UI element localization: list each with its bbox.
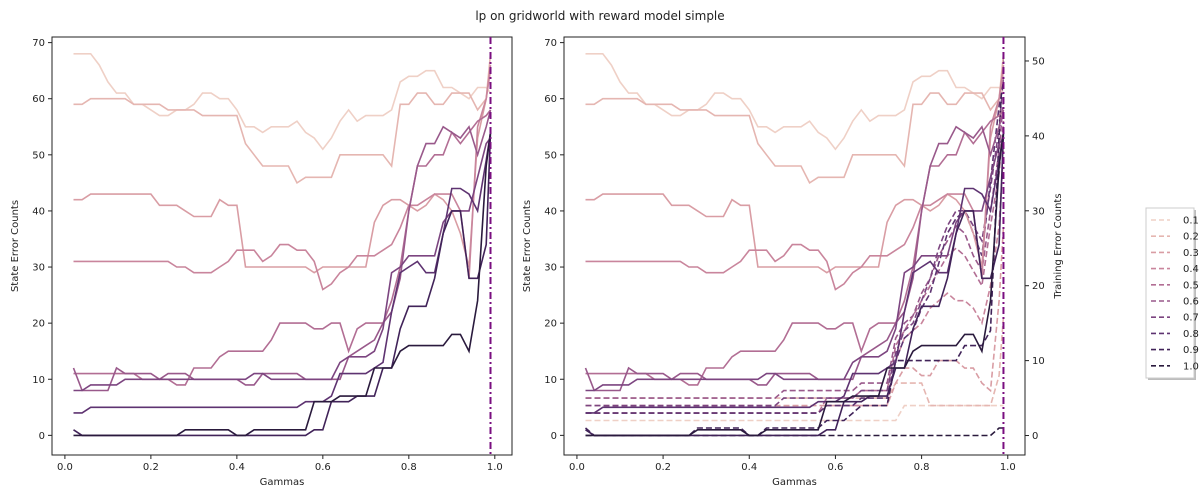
y-tick-label: 40 xyxy=(32,206,45,217)
y-axis-label: State Error Counts xyxy=(522,200,533,292)
legend: 0.1 0.2 0.3 0.4 0.5 0.6 0.7 0.8 0.9 1.0 xyxy=(1145,207,1199,380)
legend-label: 0.2 xyxy=(1183,232,1199,243)
plot-frame xyxy=(51,36,513,456)
y-tick-label: 20 xyxy=(32,319,45,330)
x-tick-label: 0.4 xyxy=(741,462,757,473)
x-tick-label: 0.6 xyxy=(827,462,843,473)
training-series-line xyxy=(585,315,1005,407)
x-tick-label: 1.0 xyxy=(1000,462,1016,473)
y-tick-label: 50 xyxy=(32,150,45,161)
x-axis-label: Gammas xyxy=(260,477,305,488)
y2-tick-label: 20 xyxy=(1032,281,1045,292)
x-tick-label: 0.8 xyxy=(401,462,417,473)
y2-tick-label: 50 xyxy=(1032,56,1045,67)
legend-label: 0.8 xyxy=(1183,329,1199,340)
legend-label: 0.9 xyxy=(1183,345,1199,356)
x-tick-label: 0.0 xyxy=(57,462,73,473)
y2-tick-label: 40 xyxy=(1032,131,1045,142)
training-series-line xyxy=(585,75,1005,407)
y-tick-label: 30 xyxy=(544,263,557,274)
y-tick-label: 20 xyxy=(544,319,557,330)
y2-tick-label: 30 xyxy=(1032,206,1045,217)
x-axis-label: Gammas xyxy=(772,477,817,488)
plot-frame xyxy=(563,36,1026,456)
right-panel: 0.0 0.2 0.4 0.6 0.8 1.0 0 10 20 30 40 50 60 70 Gammas S… xyxy=(522,36,1064,488)
y-tick-label: 70 xyxy=(32,38,45,49)
state-series-line xyxy=(73,109,492,386)
legend-label: 0.4 xyxy=(1183,264,1199,275)
legend-label: 0.7 xyxy=(1183,313,1199,324)
state-series-line xyxy=(584,109,1005,392)
state-series-line xyxy=(73,137,492,392)
state-series-line xyxy=(585,52,1005,151)
x-tick-label: 0.2 xyxy=(143,462,159,473)
y-tick-label: 50 xyxy=(544,150,557,161)
state-series-line xyxy=(73,52,492,151)
state-series-line xyxy=(73,53,492,185)
y-tick-label: 60 xyxy=(32,94,45,105)
state-series-line xyxy=(73,70,492,274)
figure-title: lp on gridworld with reward model simple xyxy=(475,9,724,23)
state-series-line xyxy=(73,64,492,291)
left-panel: 0.0 0.2 0.4 0.6 0.8 1.0 0 10 20 30 40 50 60 70 Gammas S… xyxy=(10,36,513,488)
legend-label: 1.0 xyxy=(1183,361,1199,372)
state-series-line xyxy=(585,64,1005,291)
y-tick-label: 30 xyxy=(32,263,45,274)
plot-area xyxy=(584,52,1005,437)
state-series-line xyxy=(585,137,1005,392)
state-series-line xyxy=(585,53,1005,185)
state-series-line xyxy=(585,132,1005,437)
y-tick-label: 0 xyxy=(39,431,45,442)
x-tick-label: 0.4 xyxy=(229,462,245,473)
y-tick-label: 70 xyxy=(544,38,557,49)
legend-label: 0.5 xyxy=(1183,280,1199,291)
y-tick-label: 10 xyxy=(32,375,45,386)
legend-label: 0.6 xyxy=(1183,297,1199,308)
state-series-line xyxy=(585,70,1005,274)
state-series-line xyxy=(73,132,492,414)
y2-tick-label: 0 xyxy=(1032,431,1038,442)
state-series-line xyxy=(72,109,492,392)
y-tick-label: 10 xyxy=(544,375,557,386)
y-tick-label: 40 xyxy=(544,206,557,217)
y2-axis-label: Training Error Counts xyxy=(1053,193,1064,299)
training-series-line xyxy=(585,404,1004,422)
state-series-line xyxy=(73,132,492,437)
state-series-line xyxy=(585,109,1005,386)
legend-label: 0.3 xyxy=(1183,248,1199,259)
y2-tick-label: 10 xyxy=(1032,356,1045,367)
training-series-line xyxy=(585,60,1005,414)
y-tick-label: 0 xyxy=(551,431,557,442)
x-tick-label: 0.0 xyxy=(569,462,585,473)
x-tick-label: 0.8 xyxy=(914,462,930,473)
plot-area xyxy=(72,52,492,437)
legend-label: 0.1 xyxy=(1183,216,1199,227)
x-tick-label: 0.2 xyxy=(655,462,671,473)
training-series-line xyxy=(585,225,1005,407)
x-tick-label: 1.0 xyxy=(487,462,503,473)
y-axis-label: State Error Counts xyxy=(10,200,21,292)
x-tick-label: 0.6 xyxy=(315,462,331,473)
training-series-line xyxy=(585,98,1005,399)
state-series-line xyxy=(585,132,1005,414)
state-series-line xyxy=(73,132,492,437)
y-tick-label: 60 xyxy=(544,94,557,105)
